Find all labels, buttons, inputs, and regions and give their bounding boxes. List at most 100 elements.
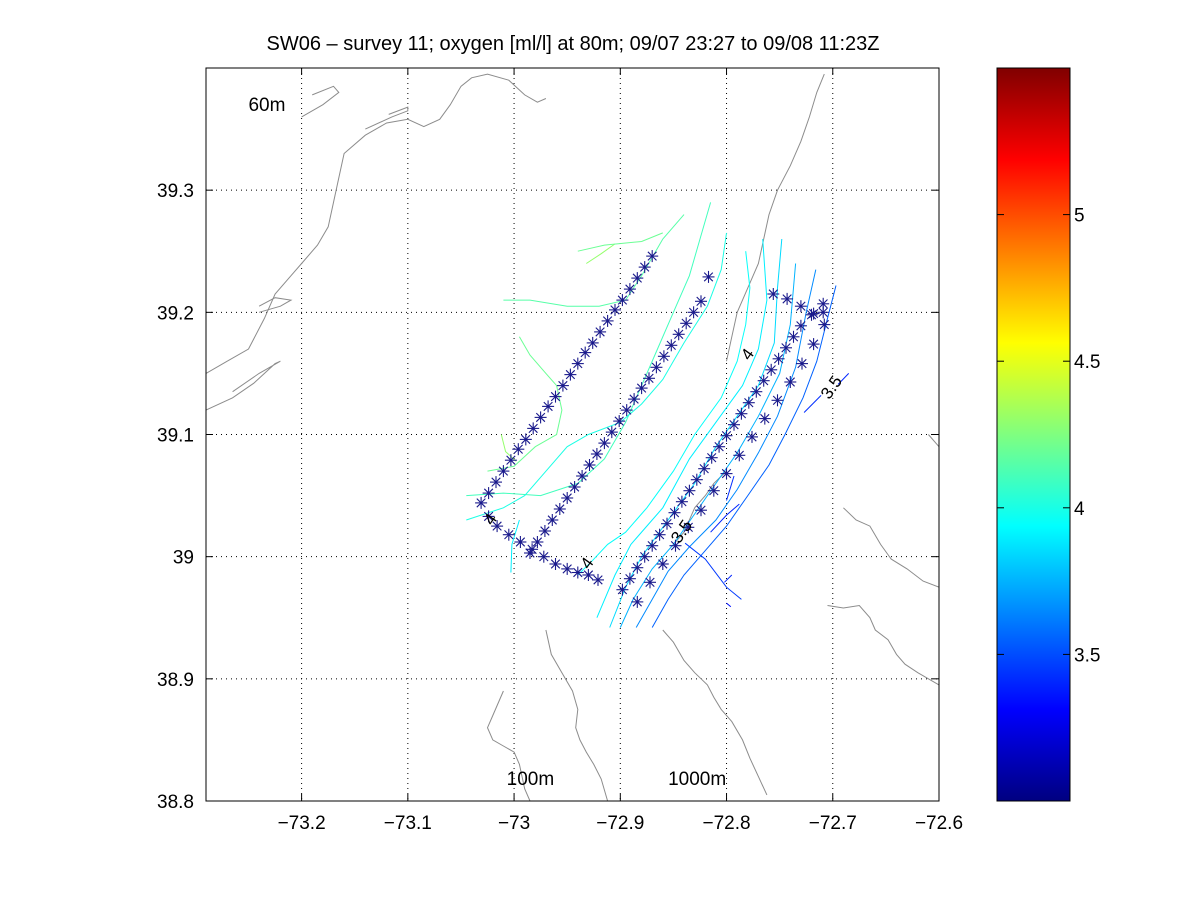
station-marker [698, 462, 711, 475]
colorbar-tick-label: 4 [1074, 499, 1085, 520]
contour-line [710, 503, 740, 533]
contour-line [651, 285, 837, 628]
y-tick-label: 39.3 [157, 181, 194, 202]
station-marker [757, 374, 770, 387]
station-marker [656, 558, 669, 570]
contour-line [803, 395, 822, 413]
colorbar-tick-label: 3.5 [1074, 645, 1100, 666]
contour-line [635, 269, 817, 628]
colorbar-tick-label: 5 [1074, 206, 1085, 227]
station-marker [720, 429, 733, 442]
contour-line [577, 251, 751, 576]
x-tick-label: −72.7 [809, 813, 857, 834]
station-marker [683, 484, 696, 497]
station-marker [781, 292, 794, 305]
station-marker [519, 433, 532, 446]
station-marker [796, 357, 808, 370]
station-marker [702, 270, 715, 283]
station-marker [672, 328, 685, 341]
coastline [928, 434, 939, 448]
station-marker [690, 473, 703, 486]
station-marker [497, 465, 510, 478]
coastline [662, 629, 768, 796]
stations [475, 250, 831, 608]
x-tick-label: −72.9 [596, 813, 644, 834]
station-marker [628, 393, 641, 406]
station-marker [661, 517, 673, 530]
x-tick-label: −72.8 [702, 813, 750, 834]
station-marker [594, 325, 607, 338]
x-tick-label: −73 [498, 813, 530, 834]
station-marker [598, 437, 611, 450]
station-marker [579, 346, 592, 359]
station-marker [571, 566, 584, 579]
station-marker [491, 520, 504, 533]
station-marker [616, 583, 629, 596]
y-axis-ticks: 38.8 38.9 39 39.1 39.2 39.3 [157, 181, 939, 813]
station-marker [735, 407, 748, 420]
depth-annotations: 60m 100m 1000m [248, 95, 726, 790]
station-marker [772, 352, 785, 365]
coastline [206, 360, 281, 411]
grid-lines [206, 68, 939, 801]
station-marker [713, 440, 726, 453]
coastline [486, 690, 531, 801]
coastlines [206, 73, 939, 801]
y-tick-label: 39.1 [157, 426, 194, 447]
x-tick-label: −73.1 [384, 813, 432, 834]
station-marker [695, 295, 707, 308]
coastline [827, 604, 939, 686]
x-tick-label: −72.6 [915, 813, 963, 834]
station-marker [623, 572, 636, 585]
station-marker [571, 357, 584, 370]
station-marker [668, 506, 681, 519]
contour-line [577, 232, 663, 252]
station-marker [807, 307, 820, 320]
station-marker [638, 261, 651, 274]
station-marker [531, 536, 544, 548]
station-marker [631, 595, 644, 608]
station-marker [538, 525, 551, 537]
station-marker [475, 496, 488, 509]
contour-line [724, 574, 733, 583]
station-marker [638, 550, 651, 563]
station-marker [623, 283, 636, 296]
station-marker [583, 459, 596, 471]
station-marker [746, 430, 758, 443]
coastline [726, 73, 825, 362]
station-marker [546, 514, 559, 526]
station-marker [592, 573, 604, 586]
station-marker [675, 495, 688, 508]
contour-line [510, 519, 520, 573]
station-marker [537, 550, 550, 563]
station-marker [687, 306, 700, 319]
station-marker [644, 576, 656, 589]
station-marker [669, 539, 682, 552]
station-marker [542, 400, 555, 413]
coastline [258, 297, 293, 313]
station-marker [805, 308, 818, 321]
station-marker [653, 528, 666, 541]
station-marker [590, 448, 603, 460]
station-marker [605, 426, 618, 439]
station-marker [631, 561, 644, 574]
depth-annotation: 1000m [668, 769, 726, 790]
contour-line [619, 263, 797, 628]
colorbar-frame [996, 67, 1071, 802]
station-marker [765, 363, 778, 376]
contour-line [837, 373, 850, 385]
station-marker [490, 476, 502, 489]
station-marker [568, 481, 581, 493]
y-tick-label: 39.2 [157, 303, 194, 324]
station-marker [620, 404, 633, 417]
coastline [365, 106, 409, 130]
coastline [843, 507, 939, 588]
station-marker [527, 422, 540, 435]
station-marker [564, 368, 577, 381]
y-tick-label: 38.8 [157, 792, 194, 813]
contour-line [684, 542, 742, 600]
station-marker [534, 411, 547, 424]
station-marker [720, 467, 733, 480]
colorbar-ticks: 3.5 4 4.5 5 [997, 206, 1100, 666]
x-axis-ticks: −73.2 −73.1 −73 −72.9 −72.8 −72.7 −72.6 [278, 68, 963, 834]
